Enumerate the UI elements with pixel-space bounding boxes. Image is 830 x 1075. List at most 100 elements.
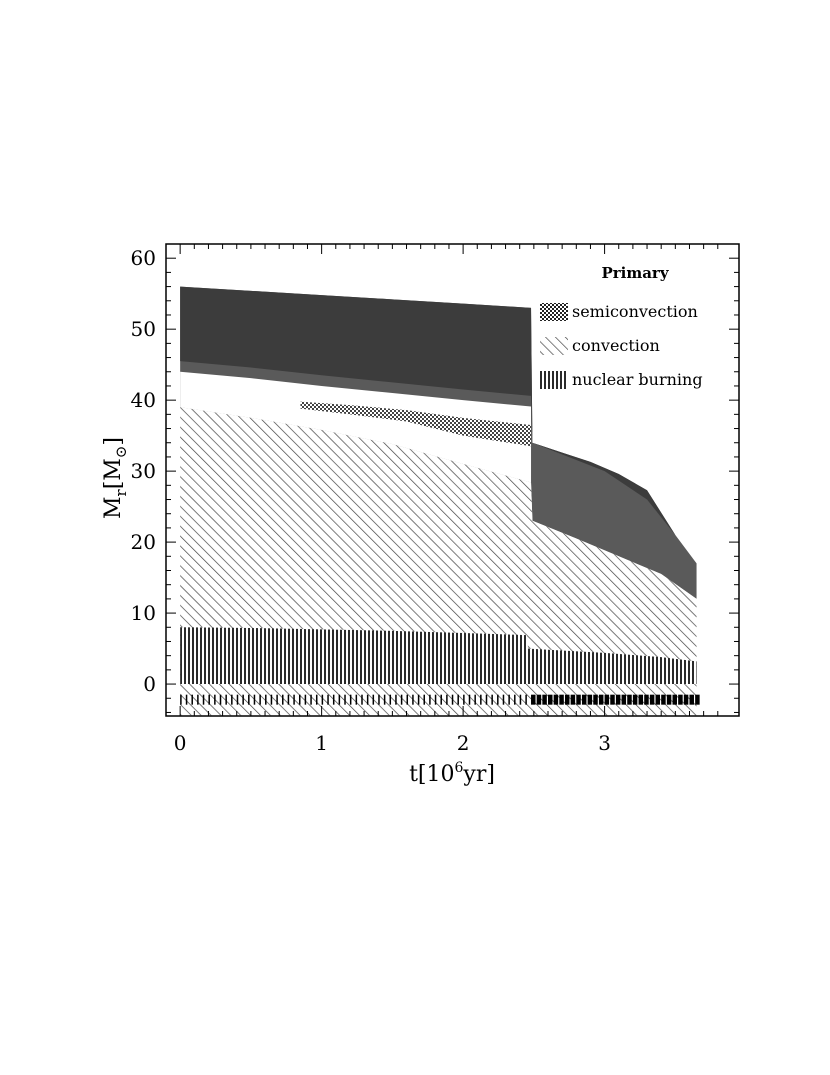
- legend-swatch-nuclear: [540, 371, 568, 389]
- nuclear-strip-mark: [349, 694, 352, 705]
- nuclear-strip-mark: [672, 694, 678, 705]
- nuclear-strip-mark: [468, 694, 471, 705]
- nuclear-strip-mark: [474, 694, 476, 705]
- nuclear-strip-mark: [231, 694, 233, 705]
- nuclear-strip-mark: [236, 694, 239, 705]
- nuclear-strip-mark: [366, 694, 369, 705]
- nuclear-strip-mark: [689, 694, 694, 705]
- nuclear-strip-mark: [400, 694, 403, 705]
- nuclear-burning-region: [180, 627, 697, 685]
- nuclear-strip-mark: [553, 694, 559, 705]
- nuclear-strip-mark: [412, 694, 414, 705]
- nuclear-strip-mark: [248, 694, 250, 705]
- nuclear-strip-mark: [389, 694, 392, 705]
- nuclear-strip-mark: [242, 694, 244, 705]
- nuclear-strip-mark: [542, 694, 547, 705]
- y-tick-label: 60: [131, 246, 156, 270]
- nuclear-strip-mark: [180, 694, 182, 705]
- nuclear-strip-mark: [446, 694, 448, 705]
- nuclear-strip-mark: [355, 694, 358, 705]
- legend-label-semiconvection: semiconvection: [572, 302, 698, 321]
- nuclear-strip-mark: [610, 694, 615, 705]
- nuclear-strip-mark: [514, 694, 516, 705]
- nuclear-strip-mark: [406, 694, 409, 705]
- nuclear-strip-mark: [593, 694, 598, 705]
- nuclear-strip-mark: [463, 694, 465, 705]
- nuclear-strip-mark: [480, 694, 482, 705]
- nuclear-strip-mark: [429, 694, 431, 705]
- nuclear-strip-mark: [587, 694, 593, 705]
- y-tick-label: 50: [131, 317, 156, 341]
- nuclear-strip-mark: [185, 694, 188, 705]
- nuclear-strip-mark: [287, 694, 290, 705]
- y-axis-title-close: ]: [101, 437, 126, 446]
- nuclear-strip-mark: [536, 694, 542, 705]
- plot-area: [180, 286, 700, 716]
- x-tick-label: 3: [598, 731, 611, 755]
- nuclear-strip-mark: [338, 694, 341, 705]
- nuclear-strip-mark: [332, 694, 335, 705]
- nuclear-strip-mark: [604, 694, 610, 705]
- nuclear-strip-mark: [502, 694, 505, 705]
- nuclear-strip-mark: [485, 694, 488, 705]
- nuclear-strip-mark: [564, 694, 570, 705]
- nuclear-strip-mark: [440, 694, 442, 705]
- nuclear-strip-mark: [678, 694, 683, 705]
- nuclear-strip-mark: [417, 694, 420, 705]
- nuclear-strip-mark: [298, 694, 301, 705]
- nuclear-strip-mark: [321, 694, 324, 705]
- x-tick-label: 1: [315, 731, 328, 755]
- nuclear-strip-mark: [310, 694, 312, 705]
- nuclear-strip-mark: [491, 694, 493, 705]
- nuclear-strip-mark: [378, 694, 380, 705]
- transition-layer: [180, 371, 532, 483]
- nuclear-strip-mark: [627, 694, 632, 705]
- nuclear-strip-mark: [581, 694, 587, 705]
- nuclear-strip-mark: [644, 694, 649, 705]
- nuclear-strip-mark: [434, 694, 437, 705]
- nuclear-strip-mark: [655, 694, 661, 705]
- legend-label-nuclear: nuclear burning: [572, 370, 703, 389]
- nuclear-strip-mark: [638, 694, 644, 705]
- nuclear-strip-mark: [508, 694, 510, 705]
- nuclear-strip-mark: [666, 694, 672, 705]
- y-tick-label: 30: [131, 459, 156, 483]
- nuclear-strip-mark: [621, 694, 627, 705]
- nuclear-strip-mark: [531, 694, 536, 705]
- x-axis-title-main: t[10: [409, 762, 454, 787]
- y-axis-title-sun-subscript: ⊙: [112, 446, 130, 459]
- nuclear-strip-mark: [383, 694, 386, 705]
- nuclear-strip-mark: [259, 694, 261, 705]
- chart-title: Primary: [601, 264, 669, 282]
- nuclear-strip-mark: [282, 694, 284, 705]
- nuclear-strip-mark: [576, 694, 581, 705]
- nuclear-strip-mark: [344, 694, 346, 705]
- plot-frame: [165, 243, 740, 717]
- nuclear-strip-mark: [548, 694, 553, 705]
- nuclear-strip-mark: [519, 694, 522, 705]
- y-tick-label: 0: [143, 672, 156, 696]
- nuclear-strip-mark: [661, 694, 666, 705]
- legend-label-convection: convection: [572, 336, 660, 355]
- nuclear-strip-mark: [191, 694, 193, 705]
- nuclear-strip-mark: [276, 694, 278, 705]
- y-axis-title: Mr[M⊙]: [101, 437, 130, 519]
- x-axis-title-exponent: 6: [454, 760, 463, 776]
- nuclear-strip-mark: [225, 694, 227, 705]
- y-tick-label: 10: [131, 601, 156, 625]
- nuclear-strip-mark: [451, 694, 454, 705]
- x-axis-title-unit: yr]: [462, 762, 495, 787]
- x-axis-title: t[106yr]: [409, 760, 495, 787]
- nuclear-strip-mark: [208, 694, 210, 705]
- nuclear-strip-mark: [683, 694, 689, 705]
- nuclear-strip-mark: [219, 694, 222, 705]
- y-axis-title-main: M: [101, 496, 126, 519]
- nuclear-strip-mark: [559, 694, 564, 705]
- nuclear-strip-mark: [197, 694, 199, 705]
- nuclear-strip-mark: [327, 694, 329, 705]
- legend-swatch-convection: [540, 337, 568, 355]
- nuclear-strip-mark: [598, 694, 604, 705]
- nuclear-strip-mark: [525, 694, 527, 705]
